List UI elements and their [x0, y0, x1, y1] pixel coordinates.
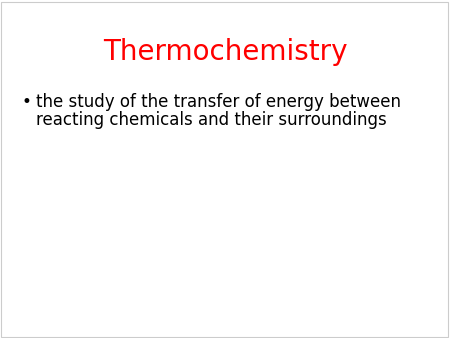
Text: •: •	[22, 93, 32, 111]
Text: reacting chemicals and their surroundings: reacting chemicals and their surrounding…	[36, 111, 387, 129]
Text: the study of the transfer of energy between: the study of the transfer of energy betw…	[36, 93, 401, 111]
Text: Thermochemistry: Thermochemistry	[103, 38, 347, 66]
